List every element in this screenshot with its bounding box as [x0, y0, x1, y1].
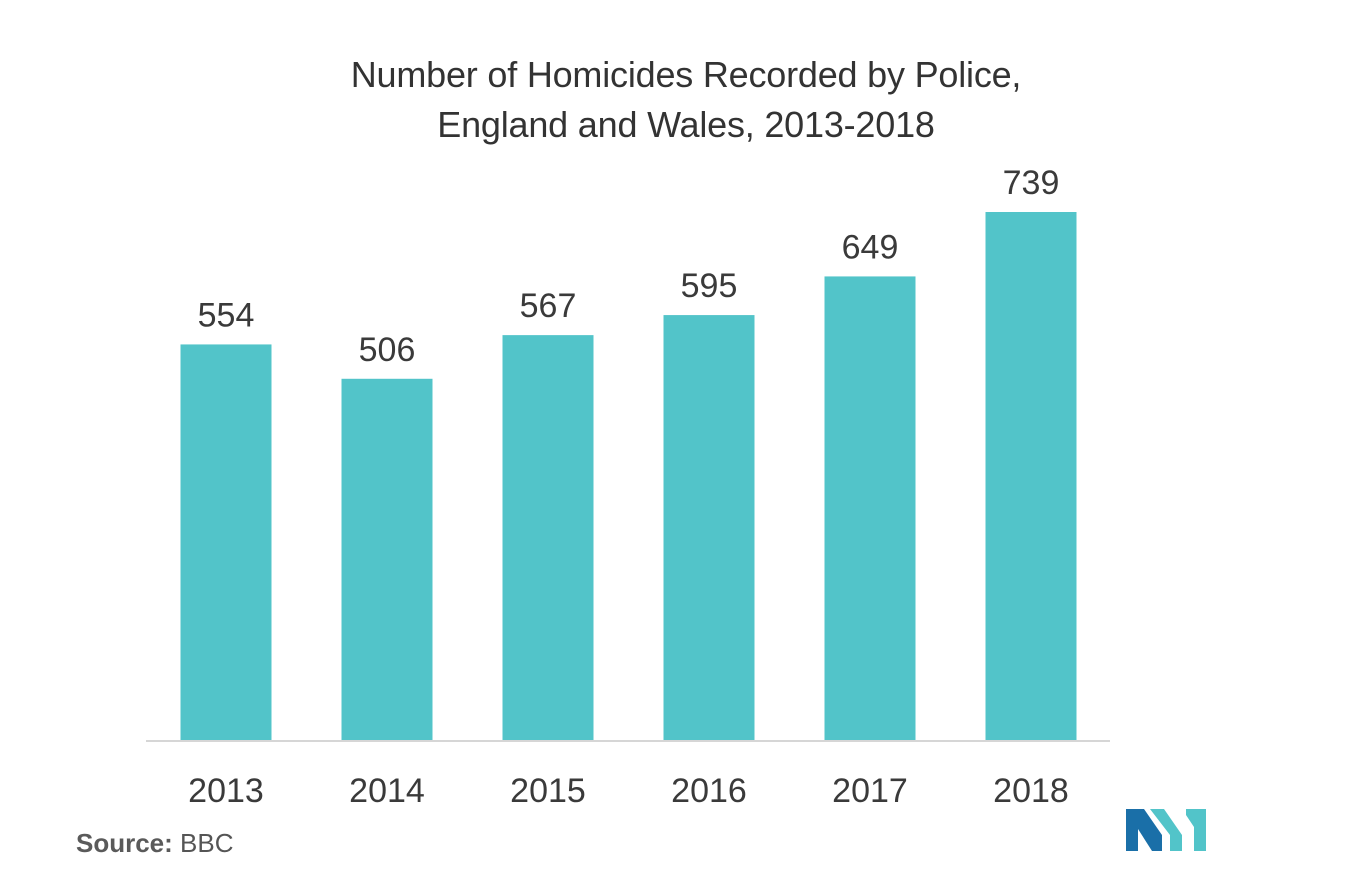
logo-right-shape [1186, 809, 1206, 851]
chart-title: Number of Homicides Recorded by Police, … [0, 50, 1372, 150]
source-note: Source: BBC [76, 826, 234, 860]
logo-middle-shape [1150, 809, 1182, 851]
data-label-2014: 506 [359, 331, 416, 369]
source-label: Source: [76, 828, 173, 858]
bar-2013 [180, 344, 272, 741]
x-tick-label-2017: 2017 [832, 772, 908, 810]
data-label-2018: 739 [1003, 164, 1060, 202]
chart-title-line-1: Number of Homicides Recorded by Police, [350, 54, 1022, 95]
logo-left-shape [1126, 809, 1162, 851]
data-label-2015: 567 [520, 287, 577, 325]
x-tick-label-2018: 2018 [993, 772, 1069, 810]
data-label-2016: 595 [681, 267, 738, 305]
x-tick-label-2013: 2013 [188, 772, 264, 810]
bar-2015 [502, 335, 594, 741]
data-label-2013: 554 [198, 296, 255, 334]
data-labels-layer: 554 506 567 595 649 739 [198, 164, 1060, 369]
x-tick-label-2015: 2015 [510, 772, 586, 810]
bar-2014 [341, 378, 433, 741]
brand-logo-icon [1126, 809, 1206, 851]
bar-2017 [824, 276, 916, 741]
source-value: BBC [180, 828, 234, 858]
x-tick-label-2014: 2014 [349, 772, 425, 810]
x-tick-label-2016: 2016 [671, 772, 747, 810]
bars-layer [180, 212, 1077, 741]
bar-2018 [985, 212, 1077, 741]
chart-title-line-2: England and Wales, 2013-2018 [437, 104, 935, 145]
bar-2016 [663, 315, 755, 741]
data-label-2017: 649 [842, 228, 899, 266]
x-tick-labels-layer: 2013 2014 2015 2016 2017 2018 [188, 772, 1069, 810]
